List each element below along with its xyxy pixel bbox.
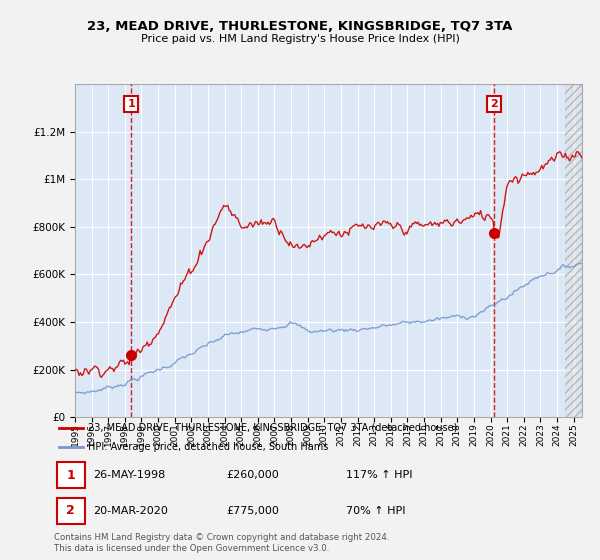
Text: 1: 1 (127, 99, 135, 109)
Text: 23, MEAD DRIVE, THURLESTONE, KINGSBRIDGE, TQ7 3TA: 23, MEAD DRIVE, THURLESTONE, KINGSBRIDGE… (88, 20, 512, 32)
Text: 2: 2 (490, 99, 498, 109)
Text: 23, MEAD DRIVE, THURLESTONE, KINGSBRIDGE, TQ7 3TA (detached house): 23, MEAD DRIVE, THURLESTONE, KINGSBRIDGE… (88, 423, 457, 433)
Text: HPI: Average price, detached house, South Hams: HPI: Average price, detached house, Sout… (88, 442, 328, 452)
Text: 2: 2 (67, 504, 75, 517)
Text: 117% ↑ HPI: 117% ↑ HPI (346, 470, 413, 480)
Text: Price paid vs. HM Land Registry's House Price Index (HPI): Price paid vs. HM Land Registry's House … (140, 34, 460, 44)
Bar (565, 84, 582, 417)
Text: 70% ↑ HPI: 70% ↑ HPI (346, 506, 406, 516)
Text: Contains HM Land Registry data © Crown copyright and database right 2024.
This d: Contains HM Land Registry data © Crown c… (54, 533, 389, 553)
Bar (565, 84, 582, 417)
Text: 26-MAY-1998: 26-MAY-1998 (93, 470, 166, 480)
Text: 1: 1 (67, 469, 75, 482)
Text: £775,000: £775,000 (226, 506, 279, 516)
FancyBboxPatch shape (56, 463, 85, 488)
FancyBboxPatch shape (56, 498, 85, 524)
Text: 20-MAR-2020: 20-MAR-2020 (93, 506, 168, 516)
Text: £260,000: £260,000 (226, 470, 279, 480)
Bar (565, 50, 582, 417)
